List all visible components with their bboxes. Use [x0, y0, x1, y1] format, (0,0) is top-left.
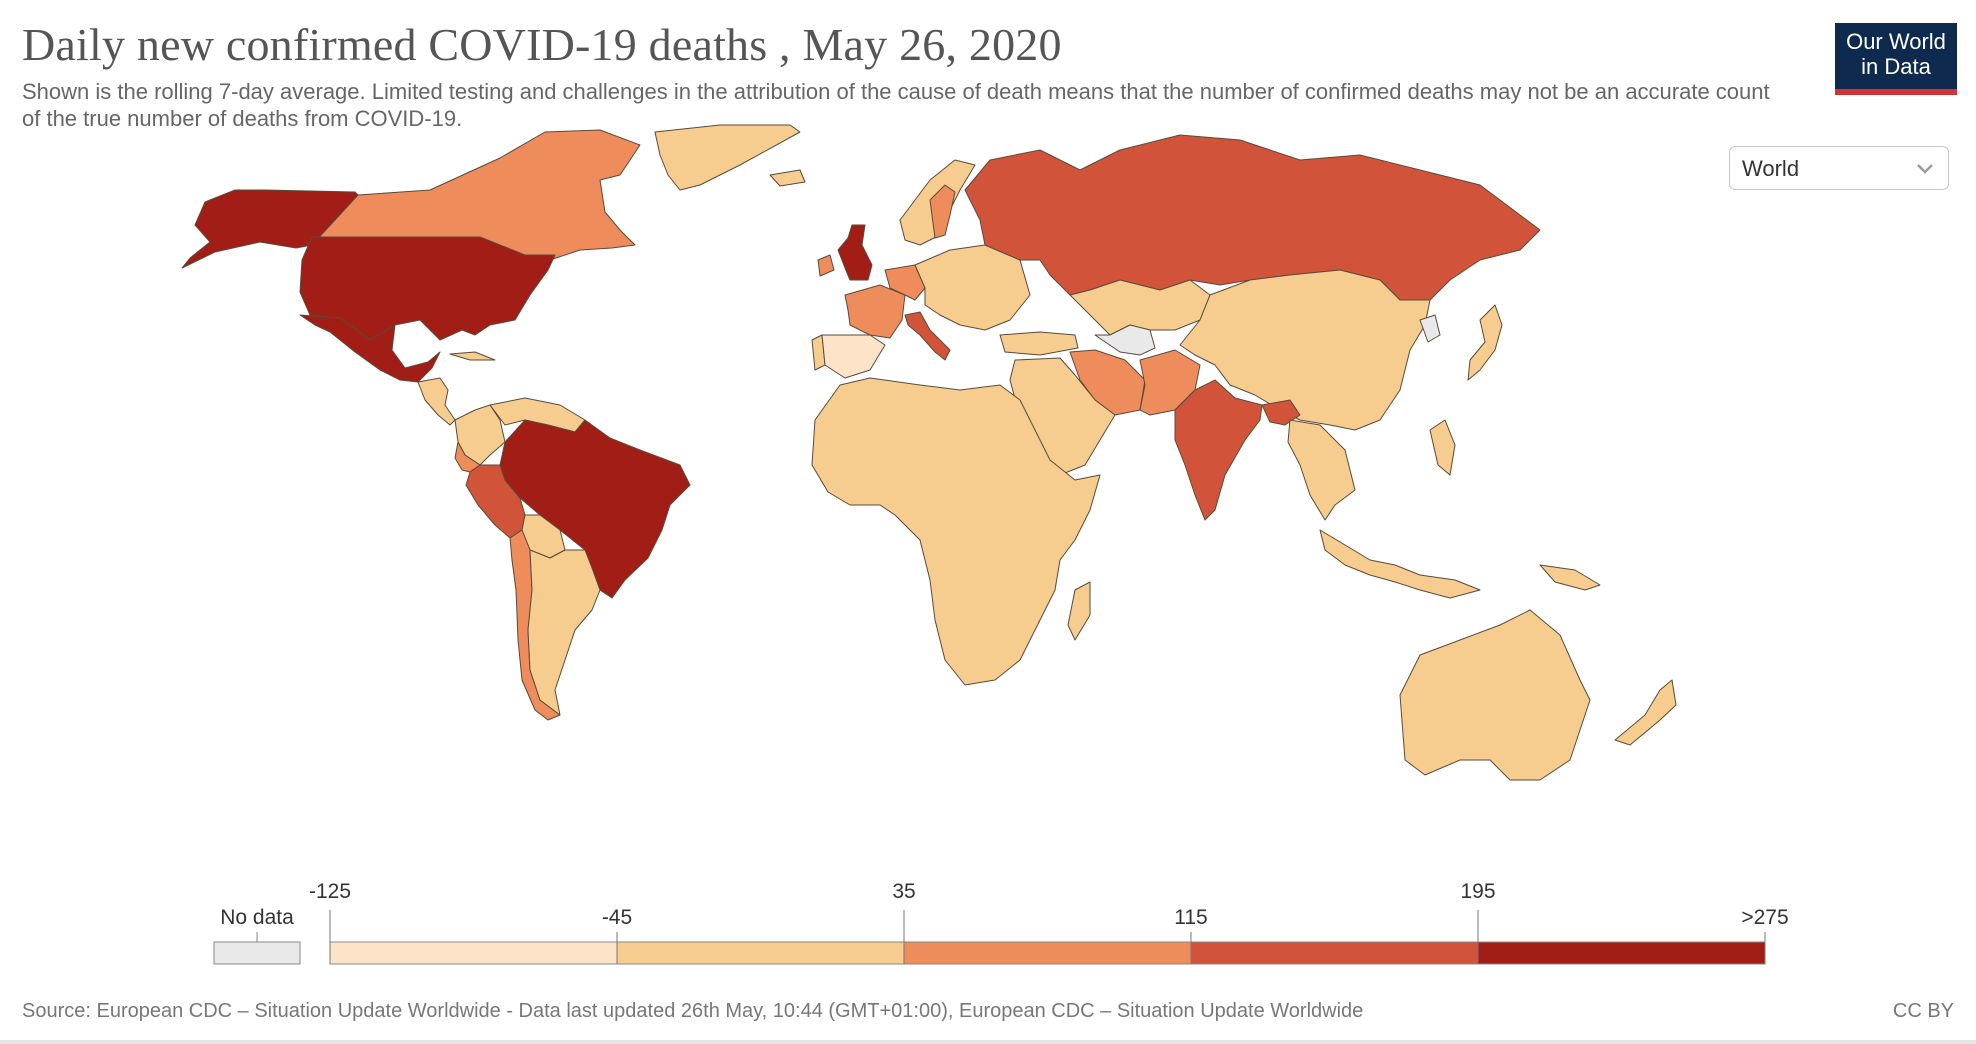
footer-divider — [0, 1040, 1976, 1044]
map-region-central-europe[interactable] — [914, 244, 1031, 331]
logo-line-1: Our World — [1846, 29, 1946, 54]
map-region-argentina[interactable] — [527, 549, 601, 716]
map-region-cuba[interactable] — [449, 351, 496, 361]
map-region-madagascar[interactable] — [1067, 581, 1091, 641]
legend-tick-3: 35 — [892, 880, 915, 903]
map-region-central-america[interactable] — [417, 377, 456, 426]
legend-no-data-swatch — [213, 941, 301, 965]
map-region-turkey[interactable] — [999, 331, 1079, 356]
map-region-indonesia[interactable] — [1319, 529, 1481, 599]
legend-bin-5[interactable] — [1477, 941, 1766, 965]
legend-bin-2[interactable] — [616, 941, 905, 965]
owid-logo[interactable]: Our World in Data — [1835, 23, 1957, 95]
map-region-north-korea[interactable] — [1419, 314, 1441, 343]
map-region-japan[interactable] — [1467, 304, 1503, 381]
map-region-greenland[interactable] — [654, 124, 801, 191]
map-region-sweden[interactable] — [929, 184, 956, 239]
logo-line-2: in Data — [1861, 54, 1931, 79]
legend-bin-4[interactable] — [1190, 941, 1479, 965]
map-region-france[interactable] — [844, 284, 906, 339]
map-region-india[interactable] — [1174, 379, 1263, 521]
map-region-southeast-asia[interactable] — [1287, 419, 1356, 521]
region-select-value: World — [1742, 156, 1800, 181]
legend-tick-2: -45 — [602, 906, 632, 929]
chevron-down-icon — [1917, 164, 1933, 174]
chart-title: Daily new confirmed COVID-19 deaths , Ma… — [22, 19, 1062, 70]
map-region-italy[interactable] — [904, 311, 951, 361]
world-map — [181, 124, 1677, 781]
region-select[interactable]: World — [1729, 146, 1949, 190]
map-region-mexico[interactable] — [299, 314, 441, 383]
map-region-united-kingdom[interactable] — [837, 224, 873, 281]
map-region-spain[interactable] — [821, 334, 886, 379]
chart-subtitle: Shown is the rolling 7-day average. Limi… — [22, 79, 1770, 131]
source-note: Source: European CDC – Situation Update … — [22, 1000, 1364, 1022]
legend-tick-4: 115 — [1174, 906, 1207, 929]
map-region-new-zealand[interactable] — [1614, 679, 1677, 746]
legend-tick-1: -125 — [309, 880, 351, 903]
map-region-russia[interactable] — [964, 134, 1541, 301]
map-region-ireland[interactable] — [817, 254, 835, 277]
map-region-philippines[interactable] — [1429, 419, 1456, 476]
map-region-china[interactable] — [1179, 269, 1431, 431]
legend-tick-6: >275 — [1741, 906, 1788, 929]
map-region-australia[interactable] — [1399, 609, 1591, 781]
map-region-united-states[interactable] — [299, 236, 556, 341]
map-region-africa[interactable] — [811, 377, 1101, 686]
legend-bin-1[interactable] — [329, 941, 618, 965]
legend-tick-5: 195 — [1460, 880, 1495, 903]
map-region-brazil[interactable] — [499, 419, 691, 599]
legend-no-data-label: No data — [220, 906, 294, 929]
map-legend: No data -125 -45 35 115 195 >275 — [213, 880, 1789, 965]
legend-bin-3[interactable] — [903, 941, 1192, 965]
map-region-iceland[interactable] — [769, 169, 806, 187]
map-region-turkmenistan[interactable] — [1094, 324, 1156, 356]
license-link[interactable]: CC BY — [1892, 1000, 1954, 1022]
map-region-papua-new-guinea[interactable] — [1539, 564, 1601, 591]
